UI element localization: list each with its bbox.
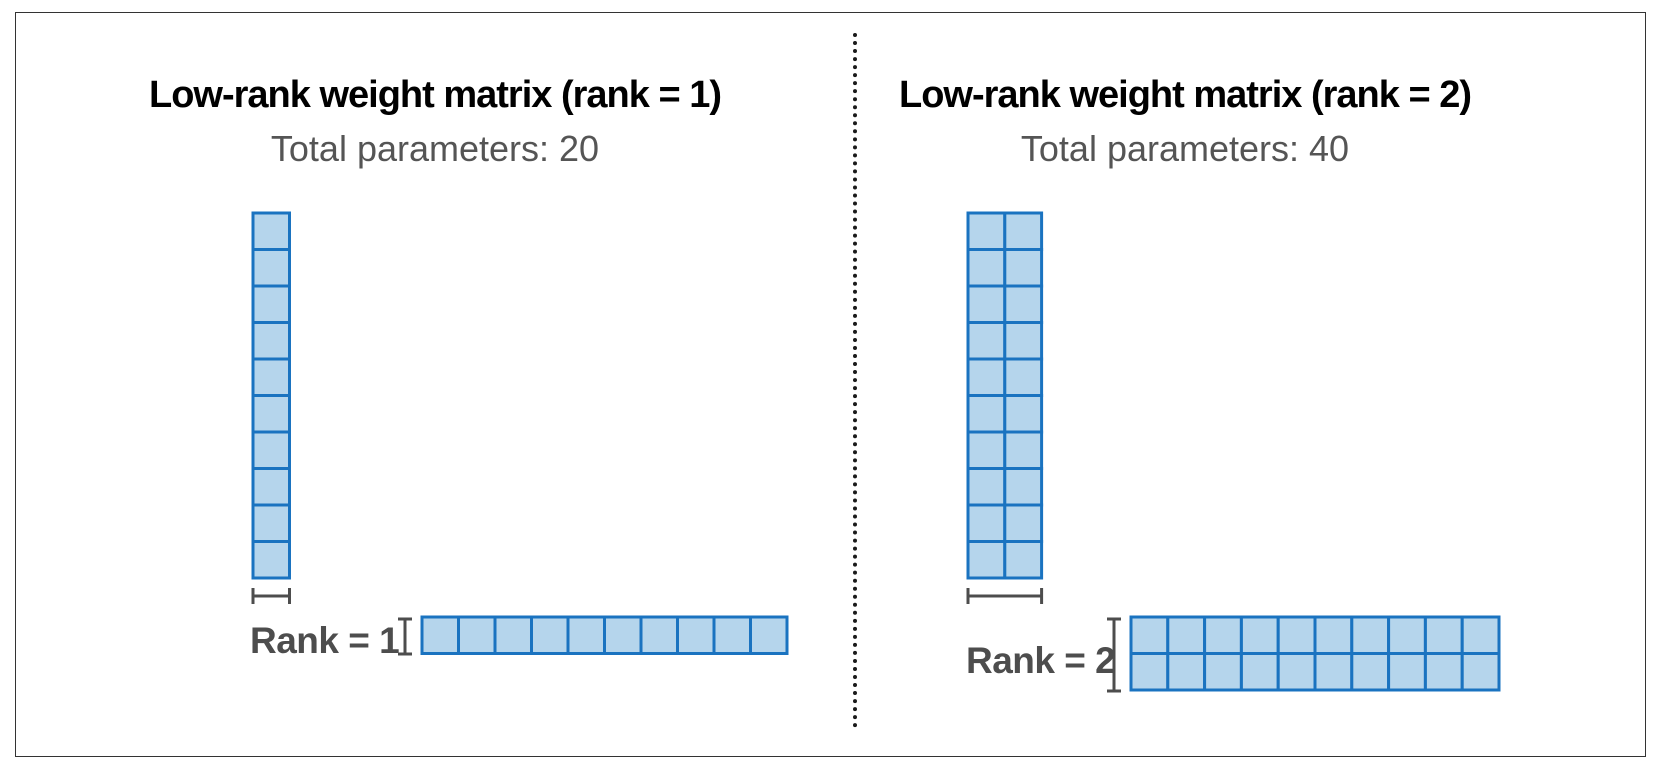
- right-row-cell: [1129, 615, 1170, 655]
- right-column-cell: [966, 540, 1007, 580]
- right-row-cell: [1129, 652, 1170, 692]
- left-column-cell: [251, 284, 291, 324]
- right-column-cell: [1003, 211, 1044, 251]
- right-row-cell: [1350, 615, 1391, 655]
- figure-frame: [15, 12, 1646, 757]
- right-brackets: [966, 588, 1121, 693]
- right-row-cell: [1350, 652, 1391, 692]
- right-column-cell: [1003, 503, 1044, 543]
- left-row-cell: [493, 615, 533, 655]
- right-column-cell: [1003, 284, 1044, 324]
- right-column-cell: [1003, 430, 1044, 470]
- right-column-cell: [1003, 248, 1044, 288]
- left-column-cell: [251, 357, 291, 397]
- right-row-cell: [1460, 615, 1501, 655]
- left-row-cell: [749, 615, 789, 655]
- left-column-matrix: [251, 211, 291, 580]
- right-rank-label: Rank = 2: [966, 640, 1116, 681]
- right-column-cell: [966, 357, 1007, 397]
- right-row-cell: [1203, 652, 1243, 692]
- left-column-cell: [251, 467, 291, 507]
- left-row-cell: [712, 615, 752, 655]
- left-panel-subtitle: Total parameters: 20: [270, 128, 600, 169]
- left-row-cell: [603, 615, 643, 655]
- right-row-cell: [1460, 652, 1501, 692]
- right-column-cell: [966, 211, 1007, 251]
- right-row-cell: [1239, 652, 1280, 692]
- right-column-cell: [966, 321, 1007, 361]
- left-brackets: [251, 588, 412, 656]
- right-row-cell: [1423, 652, 1464, 692]
- right-row-cell: [1387, 615, 1427, 655]
- left-row-cell: [566, 615, 606, 655]
- left-row-cell: [420, 615, 460, 655]
- right-column-cell: [966, 248, 1007, 288]
- right-row-cell: [1239, 615, 1280, 655]
- left-column-cell: [251, 430, 291, 470]
- left-rank-label: Rank = 1: [250, 620, 400, 661]
- right-row-cell: [1276, 652, 1317, 692]
- right-column-cell: [1003, 394, 1044, 434]
- right-row-cell: [1203, 615, 1243, 655]
- right-panel-subtitle: Total parameters: 40: [1020, 128, 1350, 169]
- left-panel-title: Low-rank weight matrix (rank = 1): [149, 74, 722, 116]
- right-column-cell: [1003, 321, 1044, 361]
- right-row-cell: [1313, 652, 1354, 692]
- left-row-cell: [676, 615, 716, 655]
- right-column-cell: [966, 394, 1007, 434]
- right-column-cell: [966, 430, 1007, 470]
- right-column-cell: [1003, 357, 1044, 397]
- left-column-cell: [251, 248, 291, 288]
- left-column-cell: [251, 321, 291, 361]
- right-panel-title: Low-rank weight matrix (rank = 2): [899, 74, 1472, 116]
- left-row-cell: [530, 615, 570, 655]
- left-column-cell: [251, 211, 291, 251]
- left-column-cell: [251, 503, 291, 543]
- left-row-cell: [639, 615, 679, 655]
- right-row-cell: [1276, 615, 1317, 655]
- right-column-cell: [1003, 467, 1044, 507]
- left-row-cell: [457, 615, 497, 655]
- right-column-matrix: [966, 211, 1044, 580]
- left-column-cell: [251, 394, 291, 434]
- left-row-matrix: [420, 615, 789, 655]
- right-row-matrix: [1129, 615, 1501, 692]
- right-row-cell: [1166, 652, 1207, 692]
- left-column-cell: [251, 540, 291, 580]
- right-row-cell: [1313, 615, 1354, 655]
- right-column-cell: [1003, 540, 1044, 580]
- right-row-cell: [1166, 615, 1207, 655]
- right-row-cell: [1387, 652, 1427, 692]
- right-row-cell: [1423, 615, 1464, 655]
- panel-divider: [853, 33, 857, 728]
- right-column-cell: [966, 284, 1007, 324]
- right-column-cell: [966, 467, 1007, 507]
- right-column-cell: [966, 503, 1007, 543]
